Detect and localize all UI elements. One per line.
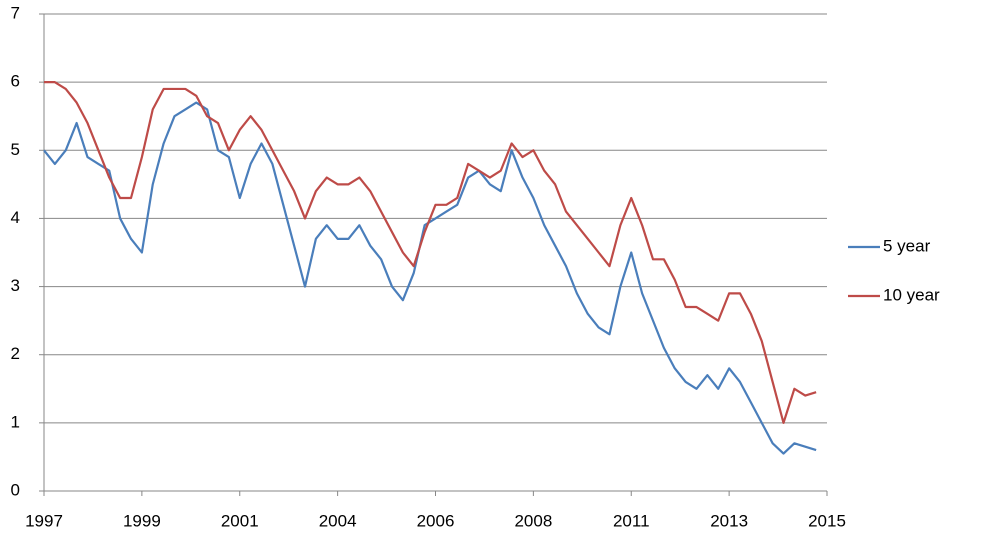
series-line — [44, 81, 817, 424]
x-tick-label: 2008 — [514, 511, 552, 530]
x-tick-label: 2013 — [710, 511, 748, 530]
x-tick-label: 2001 — [221, 511, 259, 530]
y-tick-label: 4 — [11, 208, 20, 227]
x-tick-label: 2006 — [417, 511, 455, 530]
y-tick-label: 2 — [11, 344, 20, 363]
y-tick-label: 6 — [11, 72, 20, 91]
x-tick-label: 2011 — [613, 511, 650, 530]
x-tick-label: 2004 — [319, 511, 357, 530]
series-line — [43, 101, 817, 455]
x-tick-label: 2015 — [808, 511, 846, 530]
legend-label: 5 year — [883, 236, 931, 255]
x-tick-label: 1999 — [123, 511, 161, 530]
y-tick-label: 1 — [11, 412, 20, 431]
x-tick-label: 1997 — [25, 511, 63, 530]
y-tick-label: 7 — [11, 3, 20, 22]
y-tick-label: 5 — [11, 140, 20, 159]
y-tick-label: 0 — [11, 480, 20, 499]
y-tick-label: 3 — [11, 276, 20, 295]
legend-label: 10 year — [883, 285, 940, 304]
